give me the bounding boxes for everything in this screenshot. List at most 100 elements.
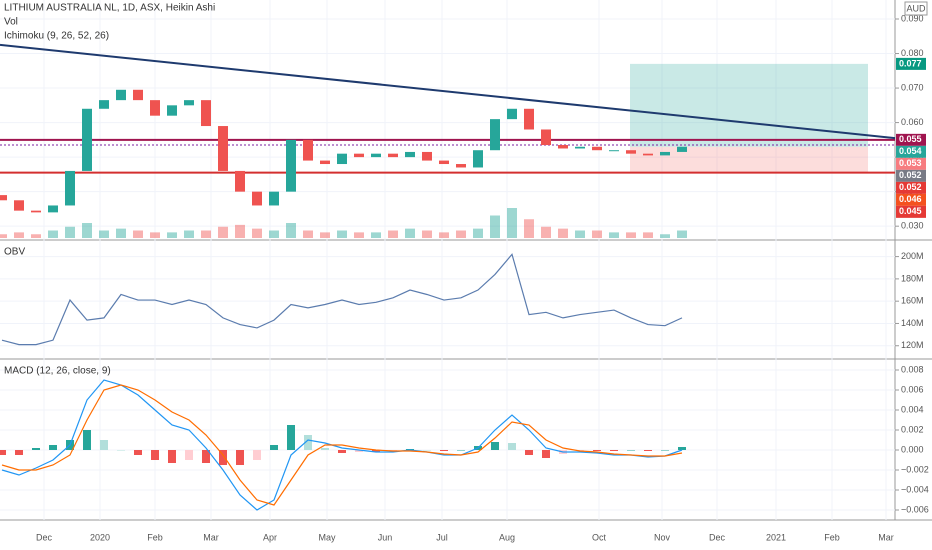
histogram-bar — [525, 450, 533, 455]
volume-bar — [65, 226, 75, 238]
price-label: 0.054 — [899, 146, 922, 156]
y-tick-label: 0.070 — [901, 82, 924, 92]
candle-body — [507, 108, 517, 120]
candle-body — [235, 170, 245, 192]
volume-bar — [643, 232, 653, 238]
volume-bar — [592, 230, 602, 238]
volume-bar — [473, 228, 483, 238]
y-tick-label: 160M — [901, 296, 924, 306]
volume-bar — [524, 219, 534, 238]
candle-body — [252, 191, 262, 206]
histogram-bar — [678, 447, 686, 450]
foreground-layer: 0.0300.0400.0500.0600.0700.0800.090120M1… — [0, 13, 929, 542]
x-tick-label: Mar — [203, 532, 219, 542]
price-label: 0.045 — [899, 206, 922, 216]
candle-body — [558, 145, 568, 149]
x-tick-label: Nov — [654, 532, 671, 542]
candle-body — [167, 105, 177, 116]
y-tick-label: 0.090 — [901, 13, 924, 23]
volume-bar — [609, 232, 619, 238]
candle-body — [354, 153, 364, 158]
histogram-bar — [15, 450, 23, 455]
volume-bar — [184, 230, 194, 238]
volume-bar — [439, 232, 449, 238]
histogram-bar — [117, 450, 125, 451]
y-tick-label: 0.002 — [901, 424, 924, 434]
candle-body — [48, 205, 58, 213]
volume-bar — [388, 230, 398, 238]
y-tick-label: 0.000 — [901, 444, 924, 454]
y-tick-label: −0.004 — [901, 484, 929, 494]
candle-body — [150, 100, 160, 116]
histogram-bar — [321, 448, 329, 450]
volume-bar — [677, 230, 687, 238]
histogram-bar — [270, 445, 278, 450]
y-tick-label: 180M — [901, 273, 924, 283]
trend-line — [0, 43, 896, 140]
target-zone — [630, 63, 868, 147]
price-label-box — [896, 145, 926, 158]
histogram-bar — [457, 450, 465, 451]
histogram-bar — [253, 450, 261, 460]
histogram-bar — [355, 450, 363, 452]
candle-body — [643, 153, 653, 156]
volume-bar — [320, 232, 330, 238]
currency-box — [904, 1, 928, 16]
histogram-bar — [236, 450, 244, 465]
volume-bar — [626, 232, 636, 238]
histogram-bar — [83, 430, 91, 450]
candle-body — [269, 191, 279, 206]
volume-bar — [269, 230, 279, 238]
price-label: 0.052 — [899, 182, 922, 192]
y-tick-label: 140M — [901, 318, 924, 328]
histogram-bar — [287, 425, 295, 450]
volume-bar — [48, 230, 58, 238]
volume-bar — [575, 230, 585, 238]
histogram-bar — [134, 450, 142, 455]
volume-bar — [82, 223, 92, 238]
volume-bar — [252, 228, 262, 238]
volume-bar — [422, 230, 432, 238]
candle-body — [133, 89, 143, 101]
price-label-box — [896, 169, 926, 182]
histogram-bar — [593, 450, 601, 451]
candle-body — [0, 195, 7, 201]
y-tick-label: 0.006 — [901, 384, 924, 394]
y-tick-label: 120M — [901, 340, 924, 350]
histogram-bar — [542, 450, 550, 458]
volume-bar — [558, 228, 568, 238]
y-tick-label: −0.006 — [901, 504, 929, 514]
volume-bar — [337, 230, 347, 238]
candle-body — [456, 164, 466, 168]
histogram-bar — [644, 450, 652, 451]
histogram-bar — [508, 443, 516, 450]
volume-bar — [99, 230, 109, 238]
histogram-bar — [202, 450, 210, 463]
price-label: 0.046 — [899, 194, 922, 204]
histogram-bar — [168, 450, 176, 463]
x-tick-label: Mar — [878, 532, 894, 542]
candle-body — [82, 108, 92, 171]
histogram-bar — [304, 435, 312, 450]
price-label-box — [896, 193, 926, 206]
x-tick-label: 2020 — [90, 532, 110, 542]
candle-body — [405, 151, 415, 158]
candle-body — [439, 160, 449, 165]
x-tick-label: Jul — [436, 532, 448, 542]
x-tick-label: Feb — [824, 532, 840, 542]
volume-bar — [286, 223, 296, 238]
volume-bar — [371, 232, 381, 238]
price-label-box — [896, 205, 926, 218]
candle-body — [609, 150, 619, 152]
y-tick-label: 200M — [901, 251, 924, 261]
volume-bar — [0, 234, 7, 238]
histogram-bar — [0, 450, 6, 455]
volume-bar — [218, 226, 228, 238]
histogram-bar — [491, 442, 499, 450]
candle-body — [541, 129, 551, 146]
volume-bar — [456, 230, 466, 238]
obv-line — [1, 253, 683, 346]
volume-bar — [303, 230, 313, 238]
histogram-bar — [661, 450, 669, 451]
candle-body — [99, 100, 109, 109]
